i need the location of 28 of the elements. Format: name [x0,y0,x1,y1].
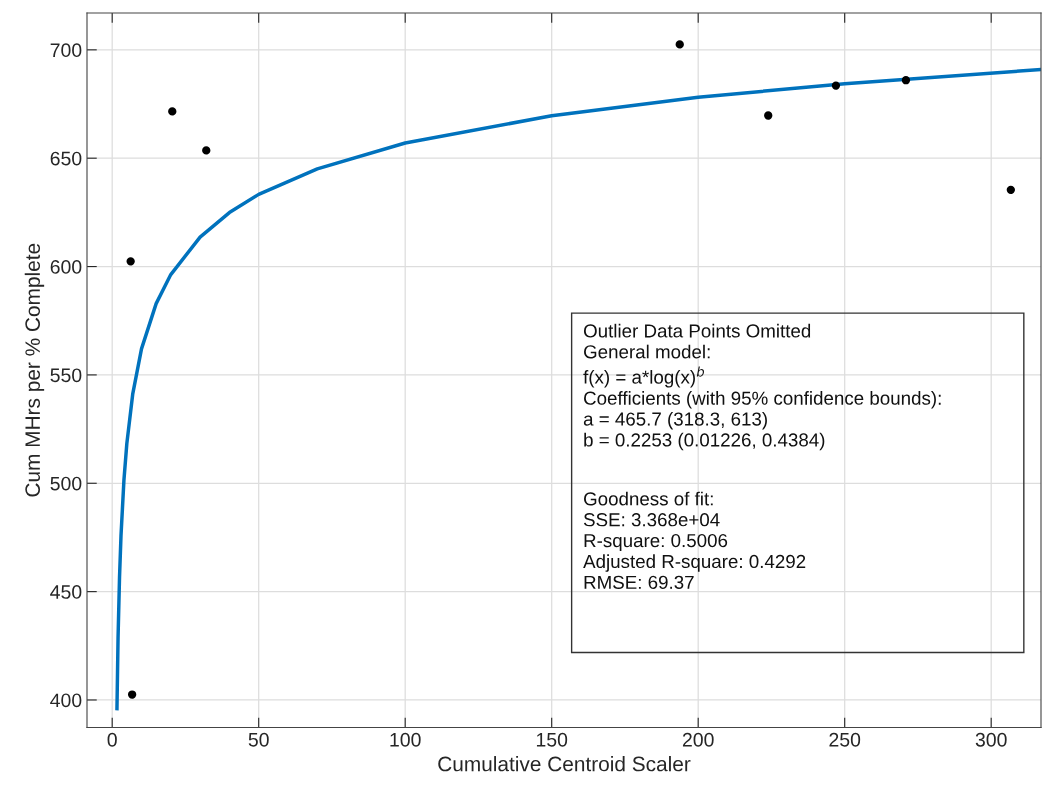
point [168,107,177,116]
y-tick-label: 400 [50,693,82,708]
y-axis-title: Cum MHrs per % Complete [24,243,45,497]
annotation: Outlier Data Points Omitted General model: f(x) = a*log(x)$^{b}$ Coefficients (with 95% confidence bounds): a = 465.7 (318.3, 613) b = 0.2253 (0.01226, 0.4384) [583,323,941,451]
x-tick-label: 0 [107,732,117,747]
x-tick-label: 50 [248,732,269,747]
point [127,690,137,699]
y-tick-label: 500 [50,476,82,491]
point [764,111,773,120]
point [831,81,841,90]
x-axis-title: Cumulative Centroid Scaler [438,756,691,772]
y-tick-label: 700 [50,43,82,58]
x-tick-label: 300 [975,732,1007,747]
x-tick-label: 200 [682,732,714,747]
point [1006,185,1015,194]
line-series [115,67,1041,711]
point [901,76,911,85]
y-tick-label: 550 [50,368,82,383]
annotation: Goodness of fit: SSE: 3.368e+04 R-square: 0.5006 Adjusted R-square: 0.4292 RMSE: 69.37 [583,491,806,589]
y-tick-label: 600 [50,260,82,274]
point [202,146,211,155]
y-tick-label: 450 [50,585,82,599]
y-tick-label: 650 [50,151,82,166]
x-tick-label: 250 [829,732,861,747]
point [126,257,135,266]
x-tick-label: 100 [390,732,421,747]
point [675,40,684,49]
x-tick-label: 150 [536,732,568,747]
